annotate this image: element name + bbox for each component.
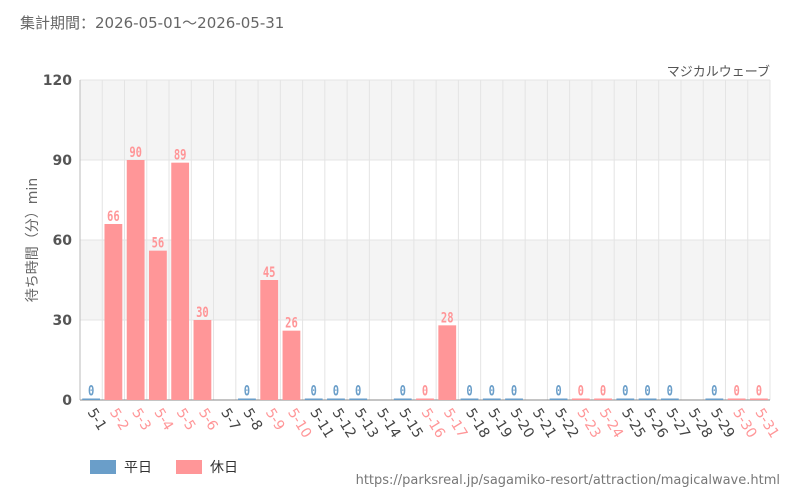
legend-swatch-weekday — [90, 460, 116, 474]
x-tick-label: 5-31 — [751, 406, 781, 441]
bar — [616, 398, 635, 400]
bar — [727, 398, 746, 400]
data-label: 0 — [622, 383, 628, 399]
bar — [705, 398, 724, 400]
x-tick-label: 5-4 — [151, 406, 177, 434]
bar — [238, 398, 256, 400]
x-tick-label: 5-7 — [217, 406, 243, 434]
x-tick-label: 5-5 — [173, 406, 199, 434]
bar — [749, 398, 768, 400]
x-tick-label: 5-2 — [106, 406, 132, 434]
data-label: 30 — [196, 305, 209, 321]
bar — [438, 325, 457, 400]
legend-label-weekday: 平日 — [124, 460, 152, 476]
bar — [171, 162, 190, 400]
data-label: 0 — [489, 383, 495, 399]
period-label: 集計期間：2026-05-01～2026-05-31 — [20, 14, 285, 32]
bar — [460, 398, 479, 400]
bar — [416, 398, 434, 400]
bar — [660, 398, 679, 400]
x-tick-label: 5-9 — [262, 406, 288, 434]
data-label: 0 — [466, 383, 472, 399]
bar — [638, 398, 657, 400]
bar — [260, 280, 279, 400]
data-label: 0 — [333, 383, 339, 399]
bar — [482, 398, 501, 400]
data-label: 0 — [600, 383, 606, 399]
source-url: https://parksreal.jp/sagamiko-resort/att… — [355, 473, 780, 488]
bar — [104, 224, 123, 400]
x-tick-label: 5-6 — [195, 406, 221, 434]
bar — [282, 330, 301, 400]
data-label: 66 — [107, 209, 120, 225]
data-label: 0 — [733, 383, 739, 399]
plot-band — [80, 240, 770, 320]
plot-band — [80, 80, 770, 160]
data-label: 0 — [644, 383, 650, 399]
bar — [349, 398, 368, 400]
bar — [571, 398, 590, 400]
data-label: 0 — [244, 383, 250, 399]
data-label: 0 — [400, 383, 406, 399]
x-tick-label: 5-1 — [84, 406, 110, 434]
legend-swatch-holiday — [176, 460, 202, 474]
y-tick-label: 60 — [53, 233, 73, 249]
data-label: 45 — [263, 265, 276, 281]
attraction-name: マジカルウェーブ — [666, 65, 770, 80]
data-label: 0 — [422, 383, 428, 399]
data-label: 89 — [174, 147, 187, 163]
x-tick-label: 5-8 — [240, 406, 266, 434]
data-label: 0 — [711, 383, 717, 399]
legend-item-weekday: 平日 — [90, 457, 152, 477]
bar — [149, 250, 167, 400]
data-label: 0 — [667, 383, 673, 399]
legend-item-holiday: 休日 — [176, 457, 238, 477]
legend: 平日 休日 — [90, 457, 238, 477]
bar — [594, 398, 612, 400]
data-label: 90 — [129, 145, 142, 161]
y-tick-label: 120 — [43, 73, 72, 89]
bar — [82, 398, 101, 400]
y-tick-label: 30 — [53, 313, 73, 329]
bar — [505, 398, 523, 400]
data-label: 56 — [152, 235, 165, 251]
bar — [304, 398, 323, 400]
x-tick-label: 5-3 — [128, 406, 154, 434]
data-label: 0 — [578, 383, 584, 399]
bar — [327, 398, 345, 400]
data-label: 26 — [285, 315, 298, 331]
bar — [393, 398, 412, 400]
data-label: 0 — [555, 383, 561, 399]
data-label: 28 — [441, 310, 454, 326]
legend-label-holiday: 休日 — [210, 460, 238, 476]
bar — [126, 160, 145, 400]
data-label: 0 — [355, 383, 361, 399]
bar — [193, 320, 212, 400]
bar — [549, 398, 568, 400]
y-tick-label: 90 — [53, 153, 73, 169]
y-tick-label: 0 — [62, 393, 72, 409]
data-label: 0 — [88, 383, 94, 399]
data-label: 0 — [756, 383, 762, 399]
data-label: 0 — [311, 383, 317, 399]
data-label: 0 — [511, 383, 517, 399]
